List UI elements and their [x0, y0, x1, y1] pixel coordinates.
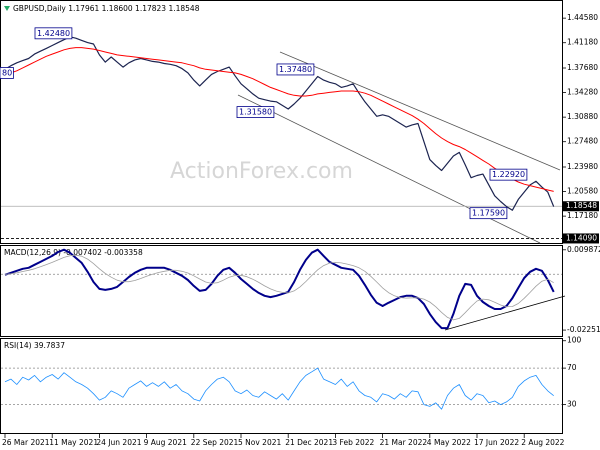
annotation-box	[34, 27, 73, 40]
annotation-box	[469, 207, 508, 220]
y-tick-label: 1.27480	[567, 137, 598, 146]
macd-trendline	[444, 295, 566, 331]
x-tick-label: 4 May 2022	[427, 438, 471, 447]
price-label: 1.14090	[566, 233, 597, 242]
annotation-box	[276, 63, 315, 76]
y-tick-label: 1.44580	[567, 13, 598, 22]
annotation-box	[236, 106, 275, 118]
price-label-box	[563, 201, 599, 212]
y-tick-label: 1.37680	[567, 63, 598, 72]
x-tick-label: 21 Mar 2022	[380, 438, 428, 447]
channel-upper	[279, 51, 561, 171]
x-tick-label: 24 Jun 2021	[96, 438, 141, 447]
x-tick-label: 9 Aug 2021	[144, 438, 187, 447]
y-tick-label: 70	[567, 363, 577, 372]
annotation-label: 1.17590	[472, 209, 505, 218]
watermark: ActionForex.com	[170, 159, 353, 184]
y-tick-label: 1.30880	[567, 112, 598, 121]
symbol-icon	[4, 6, 10, 11]
price-label: 1.18548	[566, 201, 597, 210]
macd-title: MACD(12,26,9) -0.007402 -0.003358	[4, 248, 143, 257]
annotation-box	[0, 67, 14, 79]
x-tick-label: 2 Aug 2022	[521, 438, 564, 447]
annotation-label: 1.22920	[492, 170, 525, 179]
y-tick-label: -0.022516	[567, 325, 600, 334]
rsi-panel	[0, 338, 563, 434]
x-tick-label: 26 Mar 2021	[2, 438, 50, 447]
annotation-label: 1.31580	[239, 108, 272, 117]
price-title: GBPUSD,Daily 1.17961 1.18600 1.17823 1.1…	[13, 4, 200, 13]
x-tick-label: 11 May 2021	[49, 438, 98, 447]
price-label-box	[563, 233, 599, 244]
annotation-label: 80	[2, 69, 12, 78]
x-tick-label: 3 Feb 2022	[332, 438, 374, 447]
y-tick-label: 100	[567, 336, 582, 345]
annotation-label: 1.42480	[37, 29, 70, 38]
series-line	[4, 47, 554, 192]
y-tick-label: 0.009872	[567, 245, 600, 254]
price-panel	[0, 0, 563, 244]
y-tick-label: 1.23980	[567, 162, 598, 171]
macd-panel	[0, 245, 563, 337]
y-tick-label: 30	[567, 400, 577, 409]
y-tick-label: 1.20580	[567, 187, 598, 196]
y-tick-label: 1.41180	[567, 38, 598, 47]
x-tick-label: 22 Sep 2021	[191, 438, 239, 447]
series-line	[4, 254, 554, 321]
annotation-box	[489, 168, 528, 181]
x-tick-label: 17 Jun 2022	[474, 438, 519, 447]
series-line	[4, 248, 555, 330]
rsi-title: RSI(14) 39.7837	[4, 341, 65, 350]
annotation-label: 1.37480	[279, 65, 312, 74]
series-line	[4, 367, 554, 410]
y-tick-label: 1.34280	[567, 88, 598, 97]
y-tick-label: 1.17180	[567, 211, 598, 220]
x-tick-label: 5 Nov 2021	[238, 438, 281, 447]
x-tick-label: 21 Dec 2021	[285, 438, 333, 447]
